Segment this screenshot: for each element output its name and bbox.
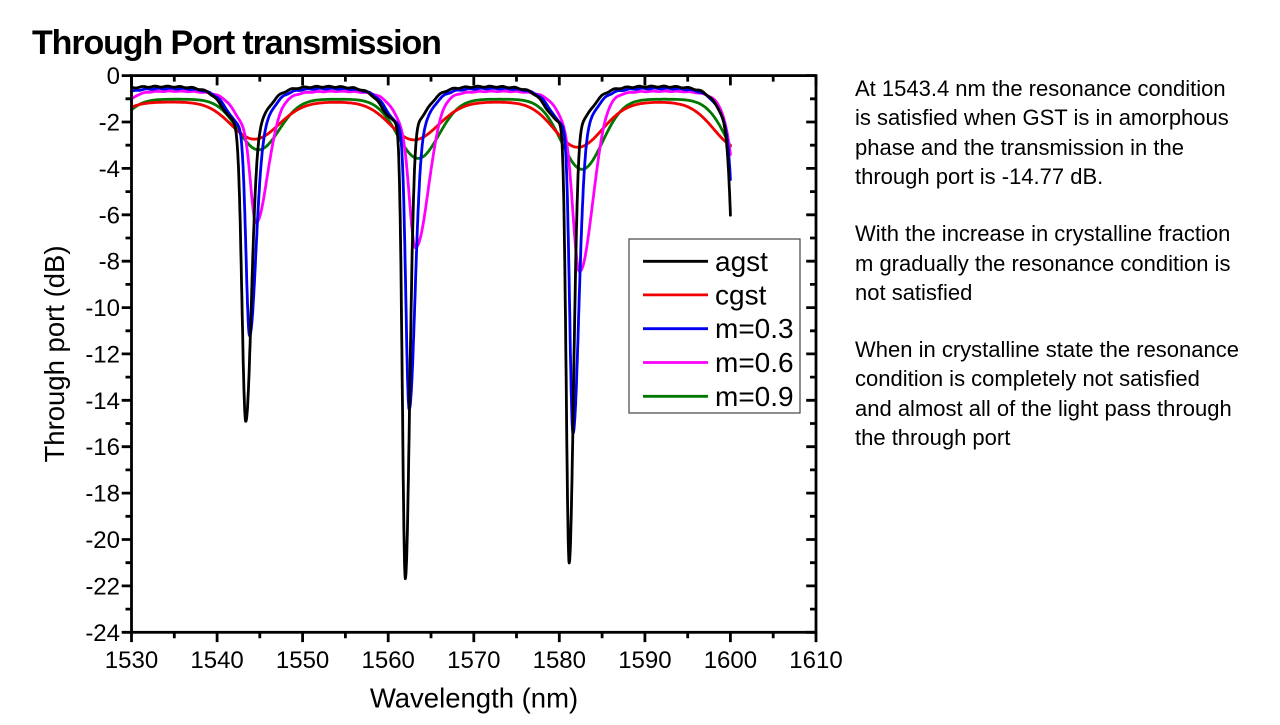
svg-text:Wavelength (nm): Wavelength (nm) bbox=[370, 683, 578, 714]
svg-text:m=0.6: m=0.6 bbox=[715, 347, 794, 378]
svg-text:-24: -24 bbox=[85, 620, 120, 647]
svg-text:-6: -6 bbox=[99, 202, 120, 229]
svg-text:1610: 1610 bbox=[789, 647, 842, 674]
svg-text:1560: 1560 bbox=[362, 647, 415, 674]
svg-text:-16: -16 bbox=[85, 434, 120, 461]
svg-text:1570: 1570 bbox=[447, 647, 500, 674]
svg-text:-4: -4 bbox=[99, 156, 120, 183]
svg-text:m=0.9: m=0.9 bbox=[715, 381, 794, 412]
svg-text:1540: 1540 bbox=[190, 647, 243, 674]
svg-text:-10: -10 bbox=[85, 295, 120, 322]
svg-text:-12: -12 bbox=[85, 341, 120, 368]
svg-text:-18: -18 bbox=[85, 481, 120, 508]
svg-text:-22: -22 bbox=[85, 573, 120, 600]
svg-text:0: 0 bbox=[107, 63, 120, 90]
svg-text:1600: 1600 bbox=[704, 647, 757, 674]
svg-text:cgst: cgst bbox=[715, 279, 767, 310]
svg-text:1580: 1580 bbox=[533, 647, 586, 674]
svg-text:Through port (dB): Through port (dB) bbox=[39, 245, 70, 462]
svg-text:-2: -2 bbox=[99, 110, 120, 137]
svg-text:1590: 1590 bbox=[618, 647, 671, 674]
svg-text:-8: -8 bbox=[99, 249, 120, 276]
svg-text:-20: -20 bbox=[85, 527, 120, 554]
svg-text:1530: 1530 bbox=[105, 647, 158, 674]
svg-text:-14: -14 bbox=[85, 388, 120, 415]
svg-text:agst: agst bbox=[715, 246, 768, 277]
svg-text:1550: 1550 bbox=[276, 647, 329, 674]
svg-text:m=0.3: m=0.3 bbox=[715, 313, 794, 344]
